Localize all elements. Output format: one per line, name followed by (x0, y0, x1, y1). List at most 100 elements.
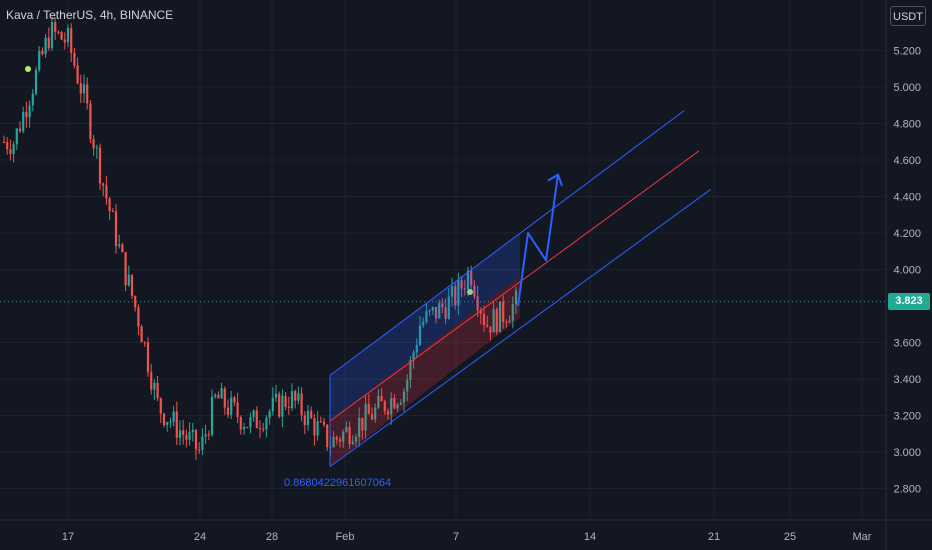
x-tick-label: 25 (784, 531, 796, 543)
y-tick-label: 5.200 (893, 46, 921, 58)
candle-body (6, 142, 9, 150)
candle-body (319, 421, 322, 423)
candle-body (457, 280, 460, 306)
candle-body (38, 50, 41, 70)
candle-body (278, 393, 281, 417)
candle-body (284, 395, 287, 407)
candle-body (162, 413, 166, 426)
y-tick-label: 4.200 (893, 228, 921, 240)
candle-body (399, 402, 402, 405)
candle-body (217, 394, 220, 399)
projection-arrow (517, 173, 563, 307)
candle-body (140, 326, 143, 343)
candle-body (255, 410, 258, 429)
time-axis: 17 24 28 Feb 7 14 21 25 Mar (0, 519, 932, 543)
candle-body (297, 393, 300, 401)
arrow-head-icon (547, 173, 563, 186)
candle-body (511, 304, 514, 321)
candle-body (204, 434, 207, 437)
candle-body (486, 324, 489, 327)
x-tick-label: 14 (584, 531, 596, 543)
candle-body (425, 311, 428, 322)
candle-body (114, 211, 118, 247)
candle-body (50, 22, 54, 49)
candle-body (418, 325, 422, 346)
channel-upper-line (329, 110, 685, 376)
x-tick-label: Feb (336, 531, 355, 543)
candle-body (348, 426, 351, 445)
candle-body (370, 414, 374, 420)
candle-body (220, 388, 223, 399)
candle-body (79, 83, 82, 94)
channel-middle-line (329, 150, 700, 422)
candle-body (361, 417, 364, 431)
candle-body (98, 147, 102, 184)
candle-body (294, 391, 297, 401)
candle-body (153, 382, 156, 390)
candle-body (118, 244, 121, 247)
channel-annotation: 0.8680422961607064 (284, 477, 392, 489)
candle-body (422, 321, 425, 326)
x-tick-label: 24 (194, 531, 206, 543)
candle-body (82, 84, 86, 94)
candle-body (34, 69, 38, 94)
candle-body (412, 352, 415, 361)
y-tick-label: 3.600 (893, 338, 921, 350)
candle-body (335, 437, 338, 440)
candle-body (31, 93, 34, 106)
candle-body (73, 52, 76, 66)
chart-grid (0, 0, 885, 520)
candle-body (322, 421, 326, 425)
y-tick-label: 4.800 (893, 119, 921, 131)
y-tick-label: 3.000 (893, 447, 921, 459)
currency-unit-button[interactable]: USDT (890, 6, 926, 26)
channel-lower-line (329, 188, 712, 468)
candle-body (127, 274, 130, 286)
candle-body (316, 421, 319, 436)
candle-body (345, 426, 348, 432)
candle-body (444, 307, 447, 319)
candle-body (313, 418, 316, 436)
candle-body (428, 310, 431, 312)
candle-body (454, 286, 457, 306)
candles (2, 16, 518, 461)
candle-body (146, 342, 150, 373)
candle-body (178, 430, 182, 438)
candle-body (70, 28, 73, 53)
candle-body (265, 417, 268, 430)
price-axis: 5.200 5.000 4.800 4.600 4.400 4.200 4.000 3.600… (885, 0, 921, 550)
candle-body (41, 50, 44, 54)
candle-body (406, 379, 409, 392)
candle-body (463, 288, 466, 290)
candle-body (108, 198, 111, 211)
candle-body (460, 280, 463, 289)
candle-body (57, 31, 60, 33)
candle-body (12, 144, 15, 155)
candle-body (447, 296, 450, 319)
candle-body (374, 407, 377, 420)
candle-body (66, 28, 70, 43)
candle-body (156, 382, 159, 399)
candle-body (364, 404, 367, 431)
candle-body (60, 32, 63, 40)
candle-body (495, 309, 498, 333)
y-tick-label: 5.000 (893, 82, 921, 94)
candle-body (111, 210, 114, 212)
candle-body (210, 396, 214, 435)
candle-body (502, 301, 505, 323)
candle-body (290, 391, 294, 409)
candle-body (182, 430, 185, 435)
candle-body (409, 360, 412, 380)
candle-body (476, 296, 479, 310)
candle-body (236, 402, 239, 418)
signal-dot (467, 289, 473, 295)
candle-body (18, 128, 22, 132)
candle-body (358, 417, 361, 438)
candle-body (134, 296, 137, 308)
candle-body (489, 326, 492, 333)
candle-body (332, 437, 335, 448)
candle-body (92, 139, 95, 149)
candle-body (434, 307, 438, 319)
y-tick-label: 4.600 (893, 155, 921, 167)
